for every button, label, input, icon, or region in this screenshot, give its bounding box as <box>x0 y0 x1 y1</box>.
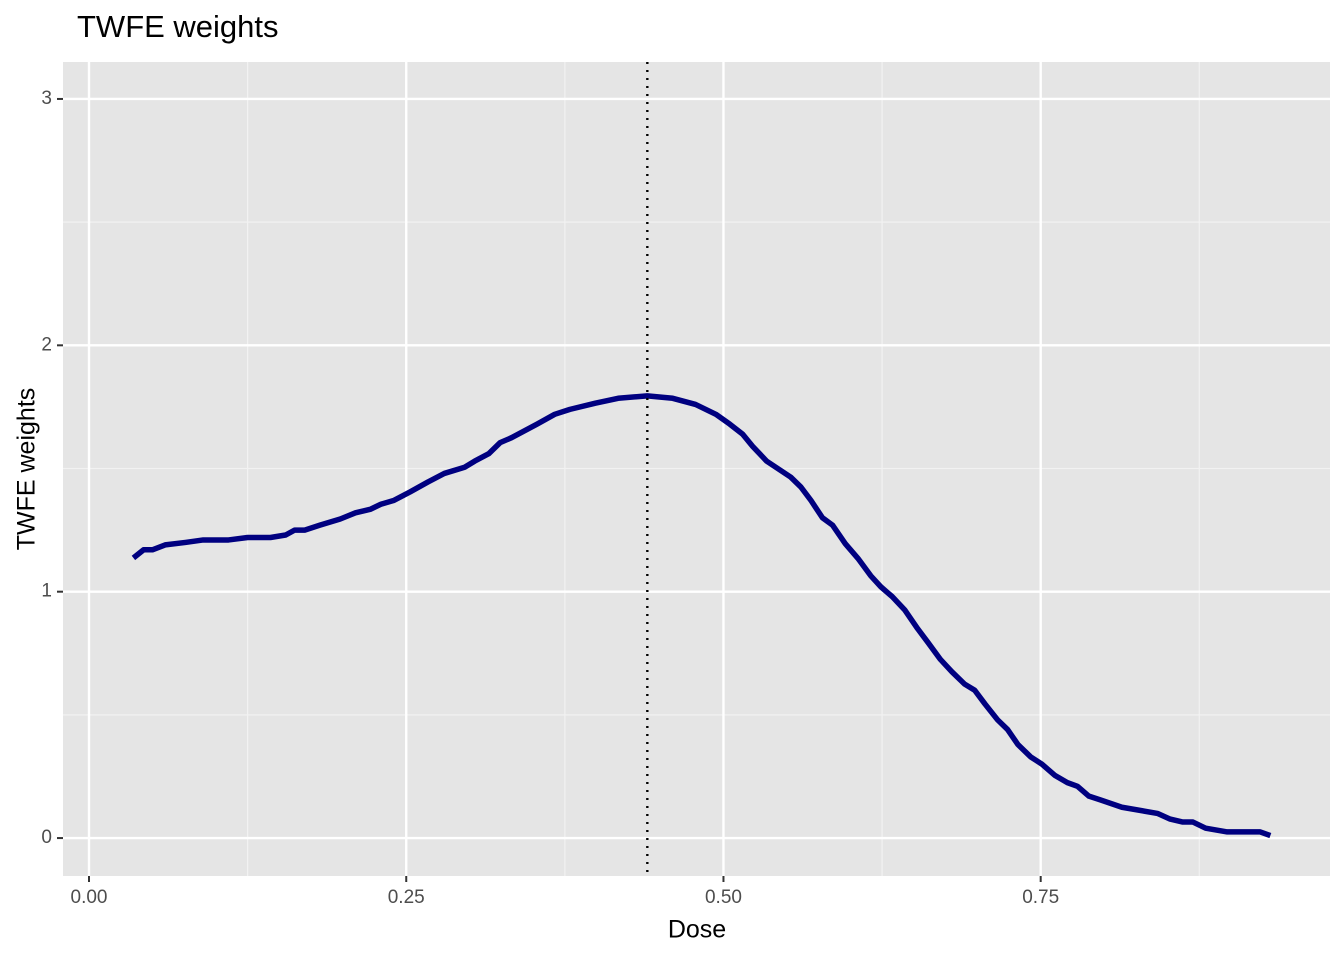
y-tick-label: 3 <box>41 88 52 109</box>
x-tick-label: 0.00 <box>71 887 108 908</box>
x-tick-label: 0.50 <box>705 887 742 908</box>
y-axis-title: TWFE weights <box>13 388 41 551</box>
y-tick-label: 0 <box>41 827 52 848</box>
x-tick-label: 0.25 <box>388 887 425 908</box>
chart-title: TWFE weights <box>77 9 279 44</box>
y-tick-label: 2 <box>41 334 52 355</box>
line <box>131 393 1272 839</box>
y-tick-label: 1 <box>41 581 52 602</box>
x-axis-title: Dose <box>668 916 726 944</box>
x-tick-label: 0.75 <box>1022 887 1059 908</box>
